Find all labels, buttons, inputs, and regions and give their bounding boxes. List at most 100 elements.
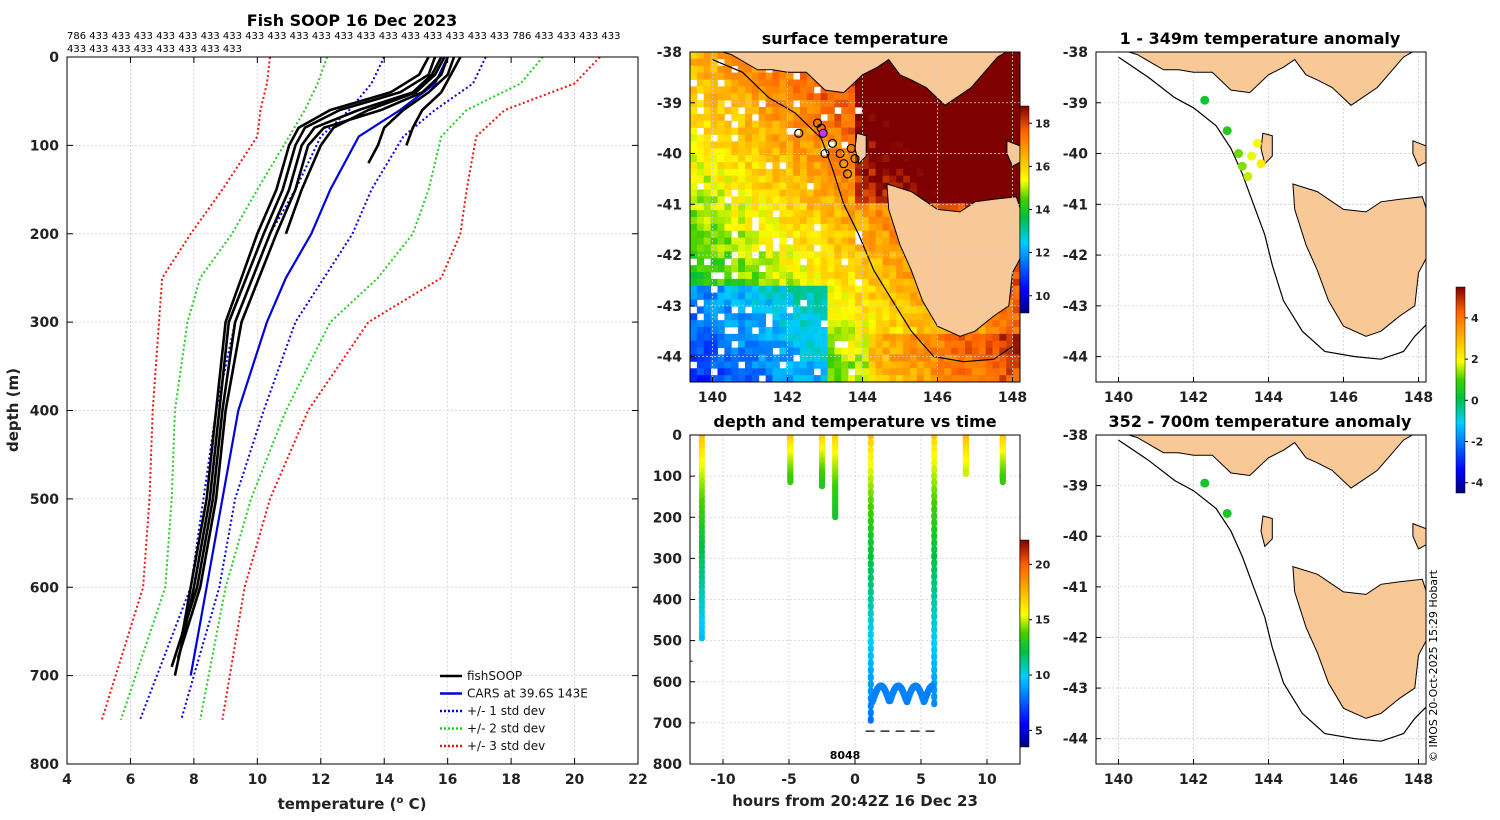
sst-cell xyxy=(868,230,877,239)
sst-cell xyxy=(1006,93,1014,101)
sst-cell xyxy=(786,196,794,204)
sst-cell xyxy=(944,107,952,115)
sst-cell xyxy=(882,134,890,142)
sst-cell xyxy=(731,86,739,94)
sst-cell xyxy=(786,107,794,115)
sst-cell xyxy=(779,292,787,300)
sst-cell xyxy=(855,127,863,135)
sst-cell xyxy=(745,272,753,280)
sst-cell xyxy=(779,196,787,204)
sst-cell xyxy=(896,354,904,362)
sst-cell xyxy=(910,347,918,355)
sst-cell xyxy=(937,148,945,156)
sst-cell xyxy=(861,72,870,80)
legend-label-2: +/- 1 std dev xyxy=(467,704,545,718)
sst-x-tick-label: 142 xyxy=(773,390,802,406)
sst-cell xyxy=(971,93,980,101)
sst-cell xyxy=(841,320,849,328)
sst-cell xyxy=(800,86,808,94)
sst-cell xyxy=(758,203,767,211)
sst-cell xyxy=(710,327,718,335)
sst-cell xyxy=(820,217,828,225)
sst-cell xyxy=(690,333,698,342)
sst-cell xyxy=(710,203,718,211)
sst-cell xyxy=(848,162,856,170)
depth-time-drop-5 xyxy=(931,472,938,481)
sst-cell xyxy=(889,127,897,135)
cars-mean-line xyxy=(189,57,449,676)
sst-cell xyxy=(827,237,835,245)
sst-cell xyxy=(703,189,712,197)
depth-time-drop-4 xyxy=(867,524,874,533)
sst-cell xyxy=(868,265,877,273)
sst-cell xyxy=(710,168,718,177)
sst-cell xyxy=(820,93,828,101)
sst-cell xyxy=(724,134,732,142)
sst-cell xyxy=(690,72,698,80)
sst-cell xyxy=(910,127,918,135)
sst-cell xyxy=(999,375,1007,382)
sst-cell xyxy=(745,265,753,273)
sst-cell xyxy=(710,58,718,67)
sst-cell xyxy=(779,175,787,184)
anomaly-2-panel: 352 - 700m temperature anomaly 140 142 144… xyxy=(1063,412,1433,788)
sst-cell xyxy=(745,120,753,129)
sst-cell xyxy=(965,347,973,355)
sst-cell xyxy=(745,223,753,232)
sst-cell xyxy=(965,155,973,163)
sst-cell xyxy=(724,333,732,342)
sst-cell xyxy=(868,155,877,163)
sst-cell xyxy=(903,155,911,163)
sst-cell xyxy=(834,354,842,362)
sst-cell xyxy=(958,100,966,108)
sst-cell xyxy=(772,327,780,335)
sst-colorbar-tick-label: 16 xyxy=(1035,160,1051,173)
sst-cell xyxy=(923,162,932,170)
sst-cell xyxy=(696,175,705,184)
sst-cell xyxy=(738,278,746,287)
sst-cell xyxy=(731,155,739,163)
sst-cell xyxy=(882,223,890,232)
sst-cell xyxy=(1006,354,1014,362)
sst-cell xyxy=(772,313,780,321)
sst-cell xyxy=(937,333,945,342)
sst-cell xyxy=(772,86,780,94)
sst-cell xyxy=(875,306,883,314)
sst-cell xyxy=(916,320,925,328)
sst-cell xyxy=(745,168,753,177)
sst-cell xyxy=(758,196,767,204)
sst-cell xyxy=(751,155,760,163)
sst-cell xyxy=(786,141,794,149)
sst-cell xyxy=(965,189,973,197)
sst-land xyxy=(720,52,1020,337)
profile-ylabel: depth (m) xyxy=(4,368,22,452)
sst-cell xyxy=(820,100,828,108)
sst-cell xyxy=(703,292,712,300)
sst-cell xyxy=(772,182,780,190)
sst-x-tick-label: 148 xyxy=(998,390,1027,406)
sst-cell xyxy=(992,100,1000,108)
sst-cell xyxy=(930,93,938,101)
sst-cell xyxy=(779,113,787,122)
anomaly-2-land-flinders-island xyxy=(1412,522,1426,550)
sst-cell xyxy=(875,244,883,252)
sst-cell xyxy=(806,244,815,252)
depth-time-drop-5 xyxy=(931,699,938,708)
sst-cell xyxy=(834,113,842,122)
sst-cell xyxy=(1013,354,1020,362)
sst-cell xyxy=(724,79,732,87)
sst-cell xyxy=(930,141,938,149)
sst-cell xyxy=(751,375,760,382)
sst-cell xyxy=(834,333,842,342)
sst-cell xyxy=(765,375,773,382)
sst-cell xyxy=(724,148,732,156)
sst-cell xyxy=(841,155,849,163)
sst-cell xyxy=(696,168,705,177)
sst-cell xyxy=(820,203,828,211)
sst-cell xyxy=(855,203,863,211)
sst-cell xyxy=(916,127,925,135)
sst-cell xyxy=(848,299,856,307)
sst-cell xyxy=(992,313,1000,321)
depth-time-drop-5 xyxy=(931,599,938,608)
sst-cell xyxy=(827,93,835,101)
